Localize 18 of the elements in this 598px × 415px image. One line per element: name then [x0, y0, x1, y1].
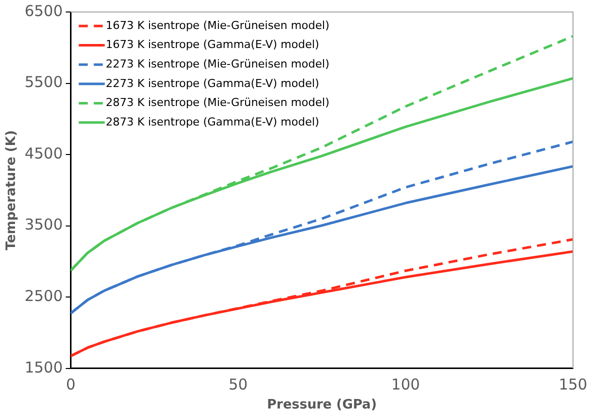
legend-label: 2873 K isentrope (Gamma(E-V) model) [106, 115, 320, 128]
x-tick-label: 150 [558, 375, 588, 394]
legend-label: 1673 K isentrope (Gamma(E-V) model) [106, 38, 320, 52]
legend-label: 2873 K isentrope (Mie-Grüneisen model) [106, 96, 330, 110]
x-tick-label: 100 [391, 375, 420, 394]
y-tick-label: 1500 [24, 358, 63, 376]
legend-label: 2273 K isentrope (Mie-Grüneisen model) [106, 57, 330, 70]
legend-label: 1673 K isentrope (Mie-Grüneisen model) [106, 18, 330, 32]
x-tick-label: 50 [228, 375, 248, 394]
x-axis-title: Pressure (GPa) [267, 398, 377, 413]
y-tick-label: 2500 [24, 287, 63, 306]
y-tick-label: 5500 [24, 73, 63, 92]
x-tick-label: 0 [66, 375, 76, 394]
y-tick-label: 4500 [24, 144, 63, 162]
legend-label: 2273 K isentrope (Gamma(E-V) model) [106, 76, 320, 90]
y-axis-title: Temperature (K) [4, 130, 20, 250]
y-tick-label: 3500 [24, 216, 63, 234]
y-tick-label: 6500 [24, 2, 63, 20]
